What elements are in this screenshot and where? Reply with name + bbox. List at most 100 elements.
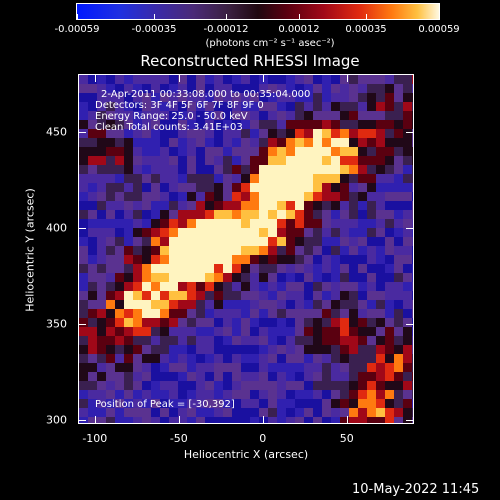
heatmap-cell — [412, 309, 413, 319]
heatmap-cell — [160, 399, 170, 409]
heatmap-cell — [259, 381, 269, 391]
heatmap-cell — [322, 165, 332, 175]
heatmap-cell — [385, 237, 395, 247]
heatmap-cell — [250, 417, 260, 423]
heatmap-cell — [241, 156, 251, 166]
heatmap-cell — [376, 237, 386, 247]
heatmap-cell — [412, 192, 413, 202]
heatmap-cell — [115, 309, 125, 319]
heatmap-cell — [223, 390, 233, 400]
heatmap-cell — [88, 93, 98, 103]
heatmap-cell — [259, 363, 269, 373]
heatmap-cell — [376, 408, 386, 418]
heatmap-cell — [88, 381, 98, 391]
heatmap-cell — [295, 273, 305, 283]
heatmap-cell — [259, 210, 269, 220]
heatmap-cell — [124, 354, 134, 364]
heatmap-cell — [79, 156, 89, 166]
heatmap-cell — [205, 174, 215, 184]
heatmap-cell — [250, 201, 260, 211]
heatmap-cell — [268, 111, 278, 121]
heatmap-cell — [277, 147, 287, 157]
heatmap-cell — [223, 84, 233, 94]
heatmap-cell — [376, 309, 386, 319]
heatmap-cell — [178, 111, 188, 121]
heatmap-cell — [196, 129, 206, 139]
heatmap-cell — [385, 381, 395, 391]
heatmap-cell — [169, 84, 179, 94]
heatmap-cell — [241, 201, 251, 211]
heatmap-cell — [295, 174, 305, 184]
heatmap-cell — [232, 282, 242, 292]
heatmap-cell — [232, 327, 242, 337]
heatmap-cell — [331, 156, 341, 166]
heatmap-cell — [106, 75, 116, 85]
heatmap-cell — [349, 129, 359, 139]
heatmap-cell — [295, 354, 305, 364]
heatmap-cell — [403, 120, 413, 130]
heatmap-cell — [277, 111, 287, 121]
heatmap-cell — [340, 408, 350, 418]
heatmap-cell — [259, 147, 269, 157]
heatmap-cell — [403, 84, 413, 94]
heatmap-cell — [268, 264, 278, 274]
heatmap-cell — [304, 381, 314, 391]
heatmap-cell — [115, 318, 125, 328]
heatmap-cell — [358, 192, 368, 202]
heatmap-cell — [205, 93, 215, 103]
heatmap-cell — [241, 300, 251, 310]
heatmap-cell — [259, 228, 269, 238]
heatmap-cell — [79, 390, 89, 400]
heatmap-cell — [142, 93, 152, 103]
heatmap-cell — [232, 210, 242, 220]
heatmap-cell — [187, 75, 197, 85]
heatmap-cell — [115, 255, 125, 265]
heatmap-cell — [88, 201, 98, 211]
heatmap-cell — [97, 111, 107, 121]
x-tick-mark — [262, 74, 264, 82]
heatmap-cell — [151, 201, 161, 211]
heatmap-cell — [340, 381, 350, 391]
heatmap-cell — [331, 165, 341, 175]
heatmap-cell — [187, 147, 197, 157]
heatmap-cell — [169, 156, 179, 166]
heatmap-cell — [286, 417, 296, 423]
heatmap-cell — [169, 417, 179, 423]
heatmap-cell — [124, 318, 134, 328]
heatmap-cell — [142, 336, 152, 346]
heatmap-cell — [160, 156, 170, 166]
heatmap-cell — [268, 417, 278, 423]
heatmap-cell — [313, 129, 323, 139]
heatmap-cell — [133, 120, 143, 130]
heatmap-cell — [268, 210, 278, 220]
heatmap-cell — [313, 417, 323, 423]
heatmap-cell — [331, 129, 341, 139]
heatmap-cell — [196, 138, 206, 148]
heatmap-cell — [223, 75, 233, 85]
heatmap-cell — [412, 399, 413, 409]
heatmap-cell — [241, 282, 251, 292]
heatmap-cell — [250, 192, 260, 202]
heatmap-cell — [133, 219, 143, 229]
heatmap-cell — [124, 120, 134, 130]
heatmap-cell — [250, 381, 260, 391]
heatmap-cell — [259, 183, 269, 193]
heatmap-cell — [115, 282, 125, 292]
heatmap-cell — [376, 102, 386, 112]
heatmap-cell — [97, 264, 107, 274]
heatmap-cell — [367, 93, 377, 103]
heatmap-cell — [358, 147, 368, 157]
heatmap-cell — [367, 219, 377, 229]
heatmap-cell — [106, 120, 116, 130]
heatmap-cell — [97, 156, 107, 166]
heatmap-cell — [97, 282, 107, 292]
heatmap-cell — [295, 390, 305, 400]
heatmap-cell — [358, 291, 368, 301]
heatmap-cell — [358, 354, 368, 364]
heatmap-cell — [205, 201, 215, 211]
heatmap-cell — [367, 228, 377, 238]
heatmap-cell — [286, 138, 296, 148]
heatmap-cell — [295, 372, 305, 382]
heatmap-cell — [187, 237, 197, 247]
heatmap-cell — [187, 300, 197, 310]
